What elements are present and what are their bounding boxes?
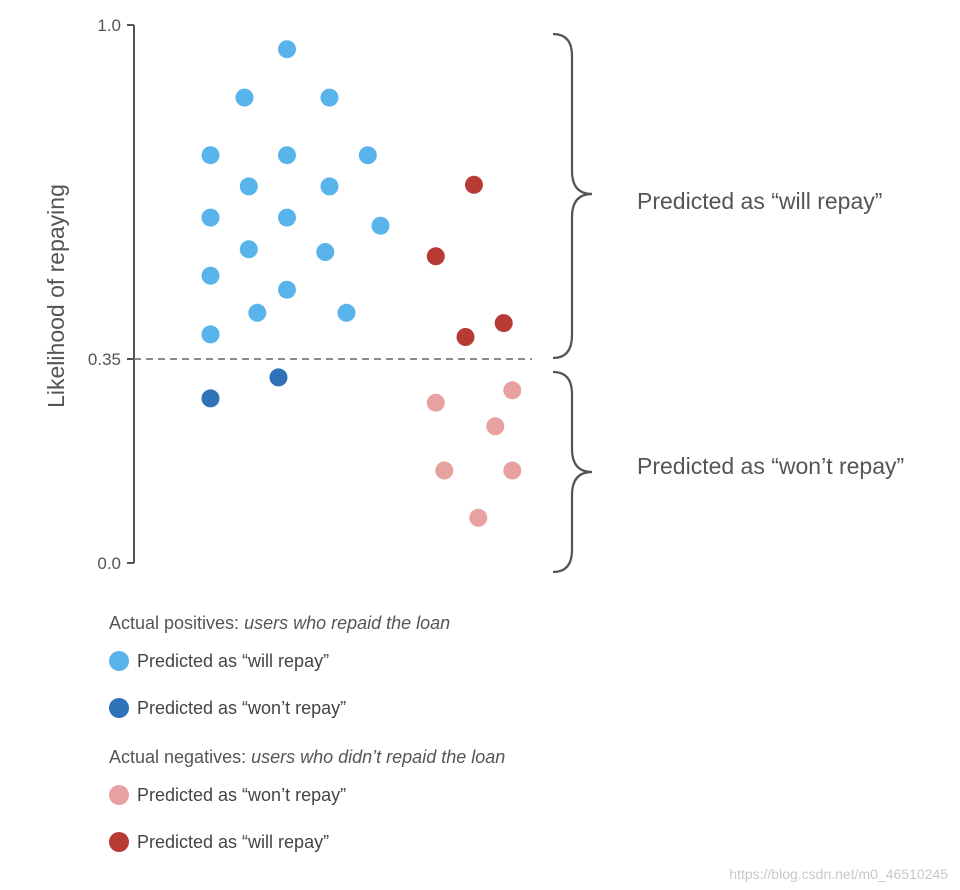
positives-header-text: Actual positives: bbox=[109, 613, 245, 633]
point-negatives_predicted_wont_repay-2 bbox=[486, 417, 505, 436]
legend-dot-light-red bbox=[109, 785, 129, 805]
y-tick-label-threshold: 0.35 bbox=[88, 350, 121, 369]
point-positives_predicted_will_repay-7 bbox=[320, 177, 339, 196]
legend-item-negative-wont-repay: Predicted as “won’t repay” bbox=[109, 772, 709, 819]
negatives-header-text: Actual negatives: bbox=[109, 747, 252, 767]
legend-item-label: Predicted as “will repay” bbox=[137, 832, 330, 852]
upper-brace bbox=[552, 32, 593, 360]
scatter-chart: 1.0 0.35 0.0 Likelihood of repaying Pred… bbox=[43, 16, 904, 574]
legend-item-label: Predicted as “will repay” bbox=[137, 651, 330, 671]
point-positives_predicted_will_repay-12 bbox=[316, 243, 335, 261]
point-positives_predicted_will_repay-11 bbox=[239, 240, 258, 259]
point-positives_predicted_will_repay-10 bbox=[371, 216, 390, 235]
point-negatives_predicted_will_repay-1 bbox=[426, 247, 445, 266]
point-positives_predicted_wont_repay-0 bbox=[269, 368, 288, 387]
upper-brace-label: Predicted as “will repay” bbox=[637, 188, 882, 214]
negatives-header-italic: users who didn’t repaid the loan bbox=[251, 747, 506, 767]
point-negatives_predicted_wont_repay-5 bbox=[469, 508, 488, 527]
lower-brace-label: Predicted as “won’t repay” bbox=[637, 453, 904, 479]
point-positives_predicted_will_repay-5 bbox=[358, 146, 377, 165]
y-tick-label-top: 1.0 bbox=[97, 16, 121, 35]
legend-positives-header: Actual positives: users who repaid the l… bbox=[109, 608, 709, 638]
point-positives_predicted_will_repay-14 bbox=[278, 280, 296, 299]
point-negatives_predicted_wont_repay-1 bbox=[426, 393, 445, 412]
point-positives_predicted_will_repay-6 bbox=[239, 177, 258, 196]
point-positives_predicted_will_repay-17 bbox=[201, 325, 220, 344]
point-negatives_predicted_will_repay-2 bbox=[494, 314, 513, 333]
legend: Actual positives: users who repaid the l… bbox=[109, 608, 709, 866]
legend-item-positive-wont-repay: Predicted as “won’t repay” bbox=[109, 685, 709, 732]
point-positives_predicted_will_repay-16 bbox=[337, 303, 356, 322]
y-tick-label-bottom: 0.0 bbox=[97, 554, 121, 573]
point-positives_predicted_will_repay-4 bbox=[278, 146, 296, 165]
point-positives_predicted_will_repay-8 bbox=[201, 208, 220, 227]
legend-dot-dark-blue bbox=[109, 698, 129, 718]
point-positives_predicted_will_repay-0 bbox=[278, 40, 296, 59]
watermark: https://blog.csdn.net/m0_46510245 bbox=[729, 866, 948, 882]
legend-item-label: Predicted as “won’t repay” bbox=[137, 698, 347, 718]
legend-dot-dark-red bbox=[109, 832, 129, 852]
point-negatives_predicted_wont_repay-3 bbox=[435, 461, 454, 480]
point-positives_predicted_will_repay-13 bbox=[201, 266, 220, 285]
point-negatives_predicted_wont_repay-0 bbox=[503, 381, 522, 400]
legend-negatives-header: Actual negatives: users who didn’t repai… bbox=[109, 742, 709, 772]
point-negatives_predicted_will_repay-3 bbox=[456, 328, 475, 346]
y-axis-label: Likelihood of repaying bbox=[43, 184, 69, 408]
legend-item-negative-will-repay: Predicted as “will repay” bbox=[109, 819, 709, 866]
legend-item-positive-will-repay: Predicted as “will repay” bbox=[109, 638, 709, 685]
point-negatives_predicted_will_repay-0 bbox=[465, 175, 483, 194]
legend-dot-light-blue bbox=[109, 651, 129, 671]
point-positives_predicted_will_repay-9 bbox=[278, 208, 296, 227]
point-positives_predicted_wont_repay-1 bbox=[201, 389, 220, 408]
point-negatives_predicted_wont_repay-4 bbox=[503, 461, 522, 480]
data-points bbox=[201, 40, 522, 527]
positives-header-italic: users who repaid the loan bbox=[244, 613, 451, 633]
lower-brace bbox=[552, 370, 593, 574]
legend-item-label: Predicted as “won’t repay” bbox=[137, 785, 347, 805]
point-positives_predicted_will_repay-3 bbox=[201, 146, 220, 165]
point-positives_predicted_will_repay-2 bbox=[320, 88, 339, 107]
point-positives_predicted_will_repay-15 bbox=[248, 303, 267, 322]
point-positives_predicted_will_repay-1 bbox=[235, 88, 254, 107]
